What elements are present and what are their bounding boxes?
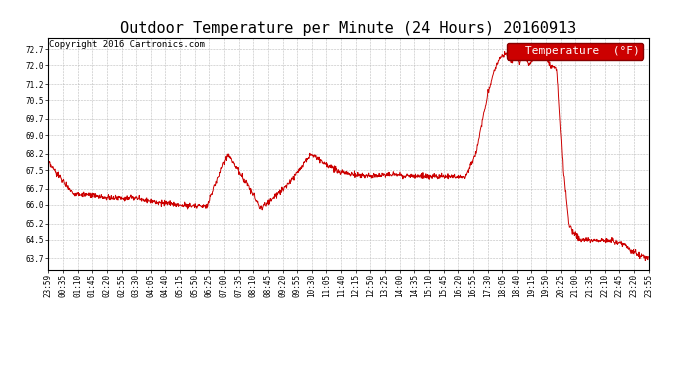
Text: Copyright 2016 Cartronics.com: Copyright 2016 Cartronics.com [49, 40, 205, 49]
Title: Outdoor Temperature per Minute (24 Hours) 20160913: Outdoor Temperature per Minute (24 Hours… [120, 21, 577, 36]
Legend: Temperature  (°F): Temperature (°F) [507, 43, 643, 60]
